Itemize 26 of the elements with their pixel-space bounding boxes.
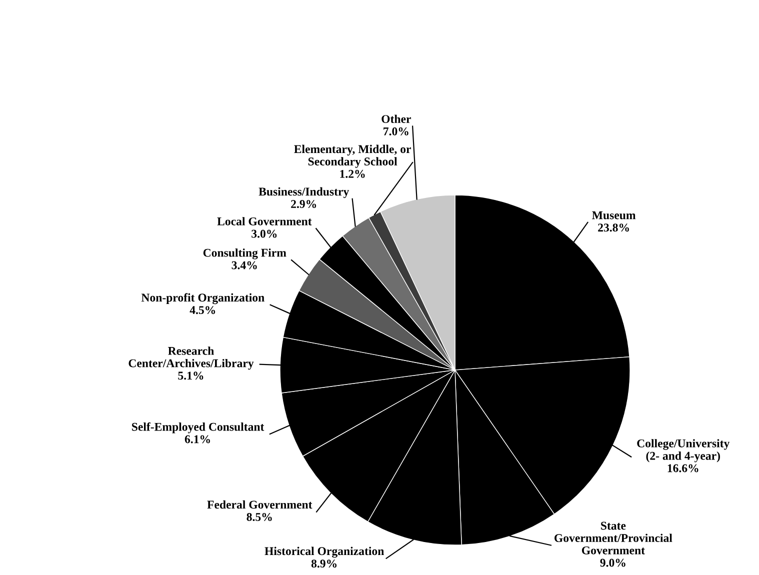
data-label: 23.8%: [598, 224, 629, 232]
slice-label: Business/Industry: [258, 187, 350, 198]
slice-label: State Government/Provincial Government: [554, 522, 672, 554]
data-label: 8.5%: [246, 513, 272, 522]
slice-label: Local Government: [217, 217, 312, 226]
slice-label: Consulting Firm: [203, 248, 286, 260]
data-label: 8.9%: [311, 560, 337, 568]
slice-label: Historical Organization: [264, 546, 384, 558]
slice-label: Research Center/Archives/Library: [128, 346, 254, 370]
slice-label: Self-Employed Consultant: [132, 422, 264, 434]
slice-label: College/University (2- and 4-year): [637, 439, 730, 462]
data-label: 6.1%: [184, 435, 210, 444]
data-label: 16.6%: [668, 464, 698, 472]
slice-label: Non-profit Organization: [141, 293, 264, 304]
slice-label: Elementary, Middle, or Secondary School: [294, 144, 411, 168]
data-label: 9.0%: [600, 558, 626, 567]
data-label: 3.0%: [252, 230, 277, 238]
data-label: 5.1%: [178, 372, 204, 380]
data-label: 3.4%: [232, 261, 257, 270]
data-label: 2.9%: [291, 200, 316, 208]
data-label: 1.2%: [340, 170, 365, 178]
slice-label: Other: [382, 114, 411, 123]
data-label: 7.0%: [384, 127, 408, 136]
slice-label: Federal Government: [207, 500, 312, 509]
slice-label: Museum: [592, 211, 636, 220]
data-label: 4.5%: [190, 306, 216, 314]
